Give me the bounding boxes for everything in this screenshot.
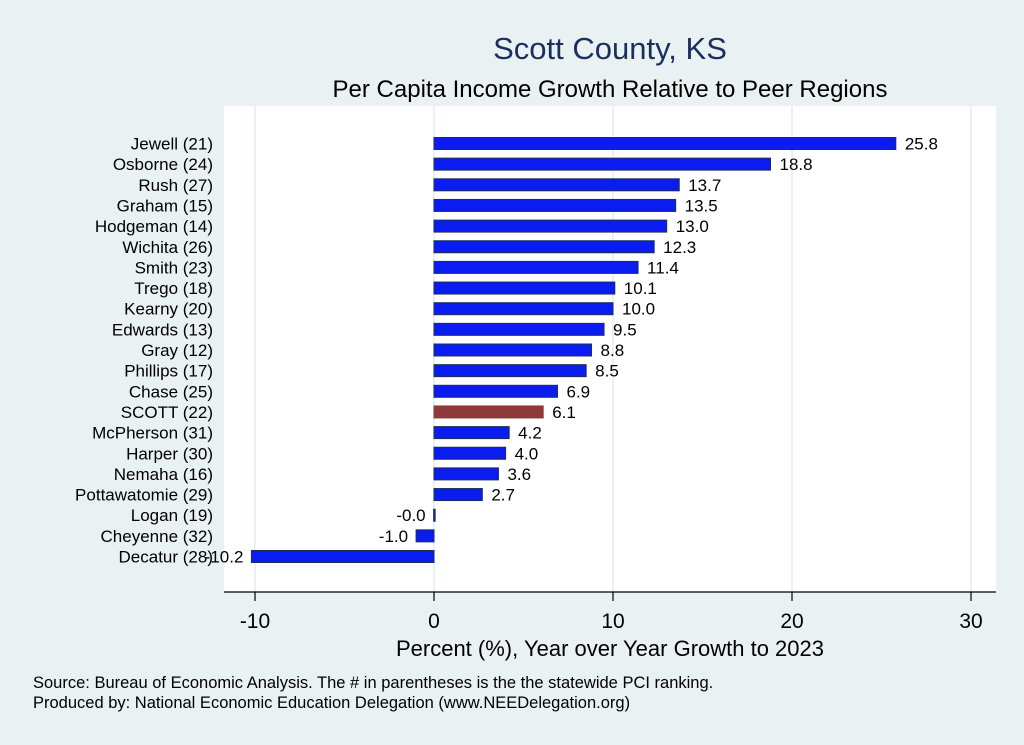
category-label-8: Kearny (20) (124, 300, 213, 319)
category-label-14: McPherson (31) (92, 424, 213, 443)
value-label-4: 13.0 (676, 217, 709, 236)
bar-4 (433, 219, 668, 233)
bar-13 (433, 405, 544, 419)
value-label-7: 10.1 (624, 279, 657, 298)
bar-1 (433, 157, 772, 171)
bar-6 (433, 260, 639, 274)
category-label-12: Chase (25) (129, 382, 213, 401)
category-label-2: Rush (27) (138, 176, 213, 195)
value-labels: 25.8 18.8 13.713.5 13.0 12.311.4 10.1 10.09.5 8… (205, 135, 938, 567)
bar-11 (433, 364, 587, 378)
bar-5 (433, 240, 655, 254)
category-label-0: Jewell (21) (131, 135, 213, 154)
bar-7 (433, 281, 616, 295)
category-label-7: Trego (18) (134, 279, 213, 298)
bar-2 (433, 178, 680, 192)
value-label-20: -10.2 (205, 548, 244, 567)
value-label-19: -1.0 (379, 527, 408, 546)
category-labels: Jewell (21)Osborne (24) Rush (27)Graham (… (75, 135, 213, 567)
x-tick-label-3: 20 (780, 610, 803, 633)
category-label-17: Pottawatomie (29) (75, 486, 213, 505)
value-label-10: 8.8 (601, 341, 625, 360)
x-tick-label-2: 10 (601, 610, 624, 633)
category-label-19: Cheyenne (32) (101, 527, 213, 546)
bars (250, 137, 897, 563)
bar-18 (433, 508, 436, 522)
source-note: Source: Bureau of Economic Analysis. The… (33, 674, 713, 692)
bar-19 (415, 529, 435, 543)
value-label-0: 25.8 (905, 135, 938, 154)
value-label-14: 4.2 (518, 424, 542, 443)
bar-3 (433, 198, 677, 212)
category-label-13: SCOTT (22) (121, 403, 213, 422)
x-tick-label-0: -10 (240, 610, 270, 633)
value-label-18: -0.0 (396, 506, 425, 525)
produced-by-note: Produced by: National Economic Education… (33, 694, 630, 712)
bar-8 (433, 302, 614, 316)
category-label-16: Nemaha (16) (114, 465, 213, 484)
category-label-15: Harper (30) (126, 444, 213, 463)
value-label-8: 10.0 (622, 300, 655, 319)
value-label-12: 6.9 (567, 382, 591, 401)
category-label-4: Hodgeman (14) (95, 217, 213, 236)
category-label-20: Decatur (28) (119, 548, 213, 567)
category-label-3: Graham (15) (117, 196, 213, 215)
value-label-15: 4.0 (515, 444, 539, 463)
category-label-11: Phillips (17) (124, 362, 213, 381)
value-label-11: 8.5 (595, 362, 619, 381)
value-label-5: 12.3 (663, 238, 696, 257)
bar-10 (433, 343, 593, 357)
value-label-6: 11.4 (647, 258, 679, 277)
x-tick-label-4: 30 (959, 610, 982, 633)
category-label-6: Smith (23) (135, 258, 213, 277)
bar-9 (433, 322, 605, 336)
bar-17 (433, 488, 483, 502)
x-axis-title: Percent (%), Year over Year Growth to 20… (396, 636, 824, 661)
bar-15 (433, 446, 507, 460)
category-label-18: Logan (19) (131, 506, 213, 525)
value-label-13: 6.1 (552, 403, 576, 422)
value-label-16: 3.6 (507, 465, 531, 484)
bar-20 (250, 550, 435, 563)
bar-16 (433, 467, 499, 481)
category-label-9: Edwards (13) (112, 320, 213, 339)
bar-12 (433, 384, 559, 398)
bar-14 (433, 426, 510, 440)
value-label-17: 2.7 (491, 486, 515, 505)
value-label-2: 13.7 (688, 176, 721, 195)
bar-0 (433, 137, 897, 150)
value-label-9: 9.5 (613, 320, 637, 339)
chart-subtitle: Per Capita Income Growth Relative to Pee… (333, 76, 888, 103)
x-tick-label-1: 0 (428, 610, 440, 633)
category-label-10: Gray (12) (141, 341, 213, 360)
category-label-5: Wichita (26) (122, 238, 213, 257)
value-label-1: 18.8 (780, 155, 813, 174)
chart-title: Scott County, KS (493, 31, 727, 66)
value-label-3: 13.5 (685, 196, 718, 215)
category-label-1: Osborne (24) (113, 155, 213, 174)
x-axis: -10 0 10 20 30 (224, 591, 996, 633)
